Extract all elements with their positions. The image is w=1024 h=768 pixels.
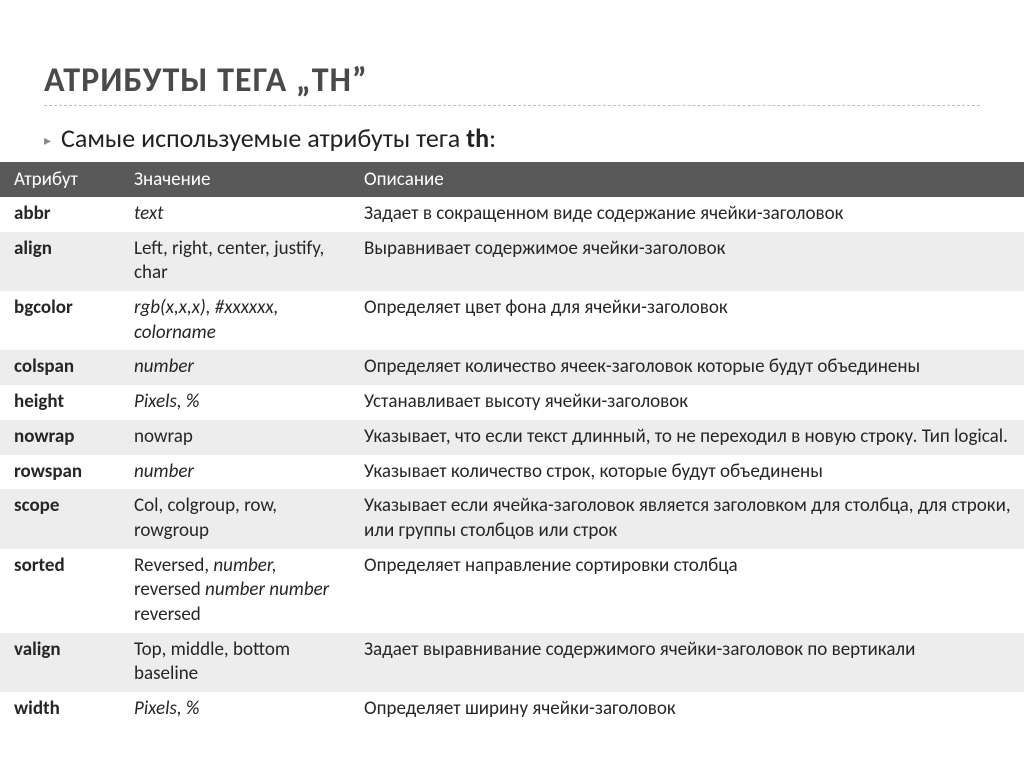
title-quote-open: „ [296, 60, 312, 101]
cell-value: number [120, 455, 350, 490]
table-row: colspannumberОпределяет количество ячеек… [0, 350, 1024, 385]
subtitle-row: ▸ Самые используемые атрибуты тега th: [0, 122, 1024, 162]
slide: АТРИБУТЫ ТЕГА „TH” ▸ Самые используемые … [0, 0, 1024, 768]
column-header-attr: Атрибут [0, 162, 120, 197]
cell-attr: rowspan [0, 455, 120, 490]
cell-attr: height [0, 385, 120, 420]
table-row: alignLeft, right, center, justify, charВ… [0, 232, 1024, 291]
table-body: abbrtextЗадает в сокращенном виде содерж… [0, 197, 1024, 727]
table-row: bgcolorrgb(x,x,x), #xxxxxx, colornameОпр… [0, 291, 1024, 350]
cell-value: text [120, 197, 350, 232]
column-header-desc: Описание [350, 162, 1024, 197]
title-block: АТРИБУТЫ ТЕГА „TH” [0, 60, 1024, 122]
attributes-table: Атрибут Значение Описание abbrtextЗадает… [0, 162, 1024, 727]
cell-value: number [120, 350, 350, 385]
subtitle-post: : [489, 122, 496, 154]
cell-attr: scope [0, 489, 120, 548]
cell-desc: Задает в сокращенном виде содержание яче… [350, 197, 1024, 232]
cell-desc: Указывает если ячейка-заголовок является… [350, 489, 1024, 548]
slide-title: АТРИБУТЫ ТЕГА „TH” [44, 60, 980, 101]
cell-desc: Задает выравнивание содержимого ячейки-з… [350, 633, 1024, 692]
title-quote-close: ” [352, 60, 368, 101]
cell-value: Reversed, number, reversed number number… [120, 549, 350, 633]
column-header-value: Значение [120, 162, 350, 197]
cell-value: Pixels, % [120, 385, 350, 420]
cell-value: nowrap [120, 420, 350, 455]
title-tag: TH [312, 60, 352, 101]
table-head: Атрибут Значение Описание [0, 162, 1024, 197]
cell-attr: bgcolor [0, 291, 120, 350]
table-header-row: Атрибут Значение Описание [0, 162, 1024, 197]
cell-desc: Выравнивает содержимое ячейки-заголовок [350, 232, 1024, 291]
cell-attr: nowrap [0, 420, 120, 455]
title-underline [44, 105, 980, 106]
table-row: widthPixels, %Определяет ширину ячейки-з… [0, 692, 1024, 727]
table-row: sortedReversed, number, reversed number … [0, 549, 1024, 633]
cell-attr: width [0, 692, 120, 727]
cell-value: Col, colgroup, row, rowgroup [120, 489, 350, 548]
table-row: rowspannumberУказывает количество строк,… [0, 455, 1024, 490]
cell-attr: colspan [0, 350, 120, 385]
cell-desc: Определяет количество ячеек-заголовок ко… [350, 350, 1024, 385]
cell-desc: Определяет ширину ячейки-заголовок [350, 692, 1024, 727]
subtitle-pre: Самые используемые атрибуты тега [61, 122, 466, 154]
cell-value: Left, right, center, justify, char [120, 232, 350, 291]
cell-desc: Определяет направление сортировки столбц… [350, 549, 1024, 633]
table-row: nowrapnowrapУказывает, что если текст дл… [0, 420, 1024, 455]
table-row: heightPixels, %Устанавливает высоту ячей… [0, 385, 1024, 420]
cell-desc: Указывает, что если текст длинный, то не… [350, 420, 1024, 455]
table-row: abbrtextЗадает в сокращенном виде содерж… [0, 197, 1024, 232]
cell-attr: align [0, 232, 120, 291]
cell-desc: Определяет цвет фона для ячейки-заголово… [350, 291, 1024, 350]
title-pre: АТРИБУТЫ ТЕГА [44, 60, 296, 101]
table-row: valignTop, middle, bottom baselineЗадает… [0, 633, 1024, 692]
cell-attr: abbr [0, 197, 120, 232]
cell-desc: Устанавливает высоту ячейки-заголовок [350, 385, 1024, 420]
subtitle-tag: th [466, 122, 489, 154]
table-row: scopeCol, colgroup, row, rowgroupУказыва… [0, 489, 1024, 548]
cell-attr: valign [0, 633, 120, 692]
cell-desc: Указывает количество строк, которые буду… [350, 455, 1024, 490]
cell-attr: sorted [0, 549, 120, 633]
cell-value: rgb(x,x,x), #xxxxxx, colorname [120, 291, 350, 350]
bullet-icon: ▸ [44, 132, 51, 149]
cell-value: Top, middle, bottom baseline [120, 633, 350, 692]
subtitle: Самые используемые атрибуты тега th: [61, 122, 496, 154]
cell-value: Pixels, % [120, 692, 350, 727]
